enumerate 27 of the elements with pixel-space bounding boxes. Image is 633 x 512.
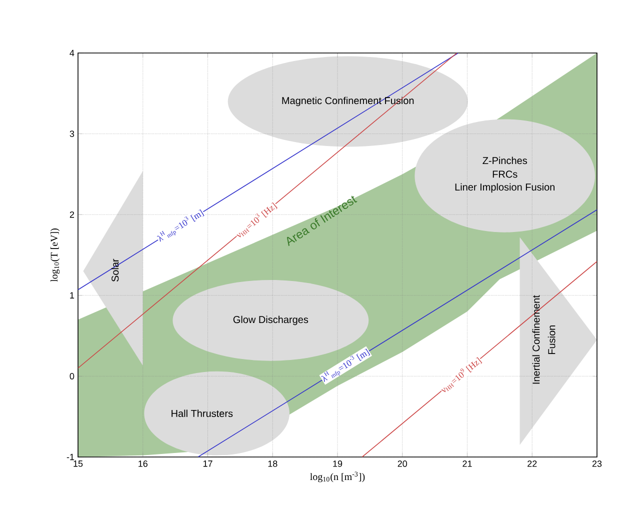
x-tick-label: 21 (462, 460, 472, 467)
annotation: Fusion (548, 325, 556, 354)
x-tick-label: 16 (138, 460, 148, 467)
annotation: Liner Implosion Fusion (455, 183, 554, 193)
text: λ$^{H}$$_{mfp}$=10$^{3}$ [m] (157, 209, 204, 242)
y-tick-label: 2 (70, 211, 74, 218)
x-tick-label: 22 (528, 460, 537, 467)
annotation: Glow Discharges (233, 316, 308, 326)
y-axis-title: log$_{10}$(T [eV]) (50, 228, 60, 282)
x-tick-label: 19 (333, 460, 342, 467)
y-tick-label: -1 (66, 454, 74, 460)
annotation: Solar (111, 258, 119, 282)
annotation: Inertial Confinement (532, 295, 540, 384)
x-tick-label: 18 (268, 460, 278, 467)
y-tick-label: 4 (70, 50, 74, 56)
x-tick-label: 15 (74, 460, 83, 467)
y-tick-label: 1 (70, 292, 74, 298)
x-tick-label: 23 (592, 460, 602, 467)
x-axis-title: log$_{10}$(n [m$^{-3}$]) (310, 472, 365, 482)
x-tick-label: 20 (398, 460, 408, 467)
y-tick-label: 0 (70, 372, 74, 380)
annotation: Hall Thrusters (172, 410, 233, 418)
text: λ$^{H}$$_{mfp}$=10$^{-3}$ [m] (321, 348, 370, 382)
annotation: FRCs (492, 170, 518, 178)
annotation: Z-Pinches (482, 156, 528, 164)
x-tick-label: 17 (203, 460, 212, 467)
y-tick-label: 3 (70, 130, 74, 137)
